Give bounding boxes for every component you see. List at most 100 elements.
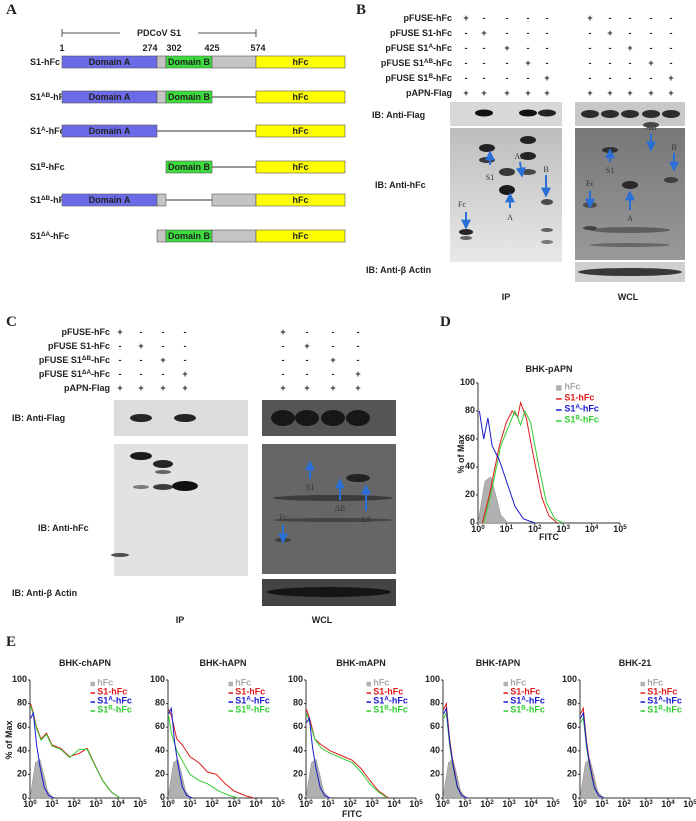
- band: [273, 518, 393, 522]
- band: [295, 410, 319, 426]
- x-tick-label-part: 10: [111, 799, 121, 809]
- row-label: S1-hFc: [30, 57, 60, 67]
- construct-label: pFUSE-hFc: [404, 13, 453, 23]
- legend-label: S1A-hFc: [97, 695, 132, 706]
- sign: -: [140, 355, 143, 365]
- domain-box: [255, 90, 346, 104]
- x-tick-label-part: 10: [23, 799, 33, 809]
- legend-label-part: B: [575, 414, 580, 421]
- legend-label-part: -hFc: [580, 415, 599, 425]
- legend-label-part: -hFc: [389, 695, 408, 705]
- construct-label-part: pAPN-Flag: [406, 88, 452, 98]
- domain-label: Domain A: [89, 126, 131, 136]
- y-tick-label: 0: [435, 792, 440, 802]
- histogram-line: [306, 712, 388, 799]
- plot-title: BHK-hAPN: [200, 658, 247, 668]
- construct-label-part: -hFc: [91, 355, 110, 365]
- row-label-part: S1: [30, 92, 41, 102]
- sign: +: [504, 88, 509, 98]
- y-tick-label: 0: [22, 792, 27, 802]
- x-tick-label-part: 10: [683, 799, 693, 809]
- y-tick-label: 0: [160, 792, 165, 802]
- y-tick-label: 80: [155, 698, 165, 708]
- row-label: S1A-hFc: [30, 126, 65, 137]
- sign: -: [589, 28, 592, 38]
- legend-label-part: S1-hFc: [235, 686, 265, 696]
- band: [643, 122, 659, 128]
- band: [499, 168, 515, 176]
- legend-label: S1-hFc: [564, 393, 594, 403]
- x-tick-label-part: 3: [512, 799, 516, 806]
- construct-label-part: pAPN-Flag: [64, 383, 110, 393]
- sign: +: [587, 88, 592, 98]
- y-tick-label: 100: [425, 674, 440, 684]
- domain-label: hFc: [292, 126, 308, 136]
- legend-label-part: hFc: [647, 677, 663, 687]
- x-tick-label-part: 1: [510, 524, 514, 531]
- domain-label: Domain A: [89, 195, 131, 205]
- row-label-part: -hFc: [50, 195, 69, 205]
- x-tick-label: 101: [321, 799, 335, 810]
- x-tick-label-part: 10: [343, 799, 353, 809]
- construct-label-part: A: [428, 43, 433, 50]
- legend-label-part: A: [658, 695, 663, 702]
- annotation: Fc: [586, 179, 594, 188]
- row-label-part: S1-hFc: [30, 57, 60, 67]
- legend-label-part: S1: [373, 695, 384, 705]
- x-tick-label: 102: [205, 799, 219, 810]
- row-label-part: S1: [30, 195, 41, 205]
- sign: -: [282, 341, 285, 351]
- lane-label: WCL: [312, 615, 333, 625]
- x-tick-label-part: 4: [121, 799, 125, 806]
- sign: -: [546, 43, 549, 53]
- x-tick-label: 104: [524, 799, 538, 810]
- sign: -: [357, 355, 360, 365]
- x-tick-label-part: 5: [623, 524, 627, 531]
- sign: -: [589, 43, 592, 53]
- band: [475, 109, 493, 117]
- annotation: S1: [306, 483, 314, 492]
- sign: -: [629, 13, 632, 23]
- legend-label: S1B-hFc: [510, 704, 545, 715]
- legend-label-part: -hFc: [113, 695, 132, 705]
- legend-label: S1-hFc: [235, 686, 265, 696]
- sign: +: [280, 327, 285, 337]
- y-tick-label: 100: [150, 674, 165, 684]
- sign: -: [306, 369, 309, 379]
- sign: -: [650, 28, 653, 38]
- band: [174, 414, 196, 422]
- legend-label: S1A-hFc: [235, 695, 270, 706]
- y-tick-label: 20: [293, 768, 303, 778]
- legend-swatch: [366, 681, 371, 687]
- x-tick-label-part: 10: [161, 799, 171, 809]
- sign: -: [465, 43, 468, 53]
- construct-label-part: pFUSE S1: [39, 369, 82, 379]
- x-tick-label-part: 5: [419, 799, 423, 806]
- x-tick-label: 104: [585, 524, 599, 535]
- legend-label: S1B-hFc: [97, 704, 132, 715]
- x-tick-label-part: 4: [595, 524, 599, 531]
- legend-label-part: -hFc: [663, 695, 682, 705]
- sign: -: [546, 28, 549, 38]
- sign: -: [609, 58, 612, 68]
- x-tick-label-part: 10: [249, 799, 259, 809]
- row-label-part: -hFc: [50, 231, 69, 241]
- domain-box: [255, 229, 346, 243]
- y-axis-label: % of Max: [456, 434, 466, 473]
- band: [499, 185, 515, 195]
- x-tick-label: 103: [365, 799, 379, 810]
- y-tick-label: 40: [567, 745, 577, 755]
- x-tick-label: 103: [639, 799, 653, 810]
- band: [590, 227, 670, 233]
- blot-label: IB: Anti-β Actin: [12, 588, 77, 598]
- sign: -: [483, 13, 486, 23]
- y-tick-label: 100: [460, 377, 475, 387]
- x-tick-label-part: 10: [45, 799, 55, 809]
- x-tick-label: 102: [480, 799, 494, 810]
- sign: -: [650, 73, 653, 83]
- x-tick-label: 105: [546, 799, 560, 810]
- histogram-fill: [167, 758, 192, 799]
- construct-label-part: -hFc: [433, 58, 452, 68]
- x-tick-label-part: 10: [387, 799, 397, 809]
- x-tick-label-part: 5: [281, 799, 285, 806]
